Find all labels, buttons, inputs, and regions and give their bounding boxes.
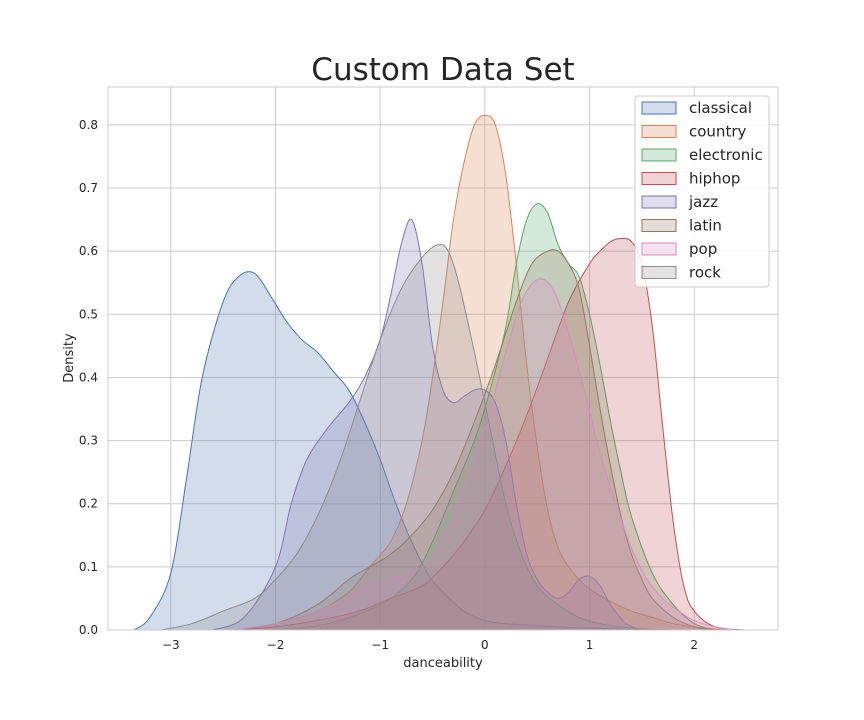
series-areas: [133, 114, 747, 631]
legend-swatch-hiphop: [641, 172, 677, 185]
series-line-rock: [160, 244, 674, 631]
legend-swatch-rock: [641, 266, 677, 279]
chart-title: Custom Data Set: [311, 52, 574, 88]
series-line-country: [233, 114, 726, 631]
x-axis-label: danceability: [403, 656, 483, 671]
x-tick-label: 1: [586, 638, 594, 652]
series-area-pop: [233, 278, 737, 630]
series-area-latin: [233, 249, 716, 630]
y-tick-label: 0.1: [79, 560, 98, 574]
series-line-latin: [233, 249, 716, 631]
series-line-electronic: [275, 203, 716, 631]
y-tick-label: 0.7: [79, 181, 98, 195]
series-line-jazz: [212, 218, 643, 631]
series-line-pop: [233, 278, 737, 631]
legend-swatch-electronic: [641, 148, 677, 162]
legend-label-electronic: electronic: [689, 146, 763, 164]
y-axis-ticks: 0.0 0.1 0.2 0.3 0.4 0.5 0.6 0.7 0.8: [79, 118, 98, 637]
series-area-jazz: [212, 219, 642, 630]
x-tick-label: −2: [267, 638, 285, 652]
legend-label-latin: latin: [689, 217, 722, 235]
legend-swatch-country: [641, 125, 677, 138]
y-tick-label: 0.3: [79, 434, 98, 448]
legend-label-hiphop: hiphop: [689, 170, 740, 188]
legend-label-pop: pop: [689, 240, 717, 258]
legend-label-classical: classical: [689, 99, 752, 117]
x-axis-ticks: −3 −2 −1 0 1 2: [162, 638, 698, 652]
x-tick-label: 0: [481, 638, 489, 652]
y-axis-label: Density: [62, 333, 77, 383]
legend-swatch-pop: [641, 242, 677, 256]
series-area-electronic: [275, 203, 716, 630]
x-tick-label: −1: [371, 638, 389, 652]
y-tick-label: 0.2: [79, 497, 98, 511]
legend: classical country electronic hiphop jazz lati…: [634, 95, 770, 288]
legend-box: [634, 95, 770, 288]
legend-swatch-jazz: [641, 195, 677, 209]
plot-frame: [107, 86, 779, 631]
y-tick-label: 0.5: [79, 307, 98, 321]
y-tick-label: 0.0: [79, 623, 98, 637]
legend-label-jazz: jazz: [688, 193, 718, 211]
x-tick-label: −3: [162, 638, 180, 652]
series-line-hiphop: [233, 237, 747, 631]
y-tick-label: 0.6: [79, 244, 98, 258]
legend-label-rock: rock: [689, 264, 721, 282]
y-tick-label: 0.8: [79, 118, 98, 132]
legend-swatch-classical: [641, 101, 677, 115]
legend-swatch-latin: [641, 219, 677, 232]
x-tick-label: 2: [690, 638, 698, 652]
series-area-rock: [160, 244, 674, 631]
series-line-classical: [133, 271, 653, 631]
series-area-hiphop: [233, 238, 747, 630]
legend-label-country: country: [689, 123, 746, 141]
series-area-country: [233, 115, 726, 630]
y-tick-label: 0.4: [79, 370, 98, 384]
series-area-classical: [134, 271, 653, 630]
